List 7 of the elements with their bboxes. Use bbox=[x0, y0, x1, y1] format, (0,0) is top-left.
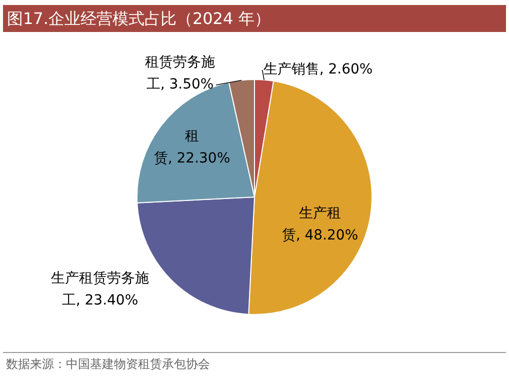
slice-label: 租赁劳务施工, 3.50% bbox=[145, 54, 215, 93]
slice-label: 租赁, 22.30% bbox=[154, 128, 230, 167]
slice-label: 生产租赁, 48.20% bbox=[282, 206, 358, 244]
slice-label: 生产销售, 2.60% bbox=[263, 62, 373, 78]
chart-title: 图17.企业经营模式占比（2024 年） bbox=[3, 5, 506, 32]
source-note: 数据来源：中国基建物资租赁承包协会 bbox=[6, 356, 210, 373]
slice-label: 生产租赁劳务施工, 23.40% bbox=[51, 270, 149, 309]
